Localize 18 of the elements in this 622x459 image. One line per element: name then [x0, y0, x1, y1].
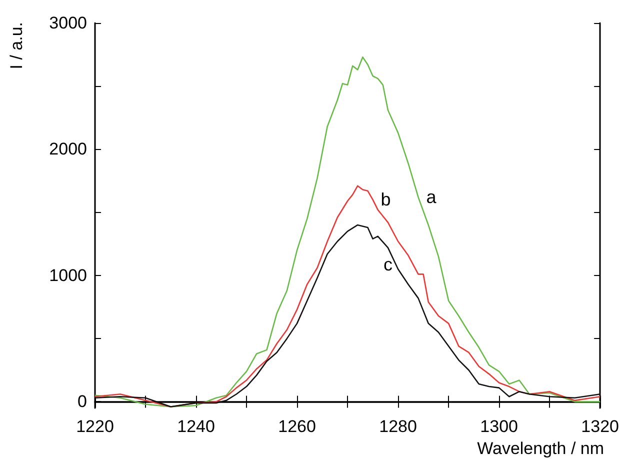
x-tick-label: 1220 — [76, 417, 114, 436]
y-axis-title: I / a.u. — [7, 22, 26, 70]
x-axis-title: Wavelength / nm — [477, 439, 604, 458]
line-series — [94, 224, 601, 408]
x-tick-label: 1240 — [177, 417, 215, 436]
y-tick-label: 2000 — [49, 140, 87, 159]
series-label: a — [426, 187, 438, 208]
series-label: c — [383, 254, 392, 275]
x-tick-label: 1320 — [581, 417, 620, 436]
y-tick-label: 1000 — [49, 266, 87, 285]
series-label: b — [380, 190, 391, 210]
x-tick-label: 1260 — [278, 417, 316, 436]
line-series — [94, 185, 601, 408]
x-tick-label: 1300 — [480, 417, 518, 436]
y-tick-label: 0 — [78, 392, 87, 412]
line-series — [94, 56, 601, 408]
y-tick-label: 3000 — [49, 14, 87, 32]
x-tick-label: 1280 — [379, 417, 417, 436]
